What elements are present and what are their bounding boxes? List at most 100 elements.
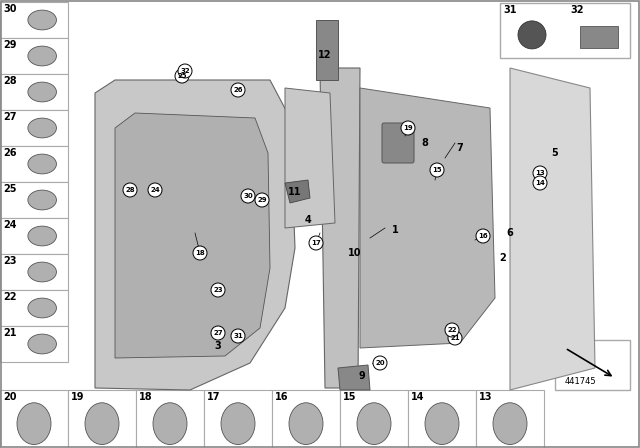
- Text: 21: 21: [3, 328, 17, 338]
- Circle shape: [373, 356, 387, 370]
- Text: 12: 12: [318, 50, 332, 60]
- Text: 4: 4: [305, 215, 312, 225]
- Text: 20: 20: [3, 392, 17, 402]
- Text: 28: 28: [125, 187, 135, 193]
- Text: 15: 15: [432, 167, 442, 173]
- Text: 9: 9: [358, 371, 365, 381]
- Circle shape: [533, 176, 547, 190]
- Bar: [136, 390, 204, 448]
- Text: 2: 2: [500, 253, 506, 263]
- Polygon shape: [360, 88, 495, 348]
- Bar: [272, 390, 340, 448]
- Text: 31: 31: [503, 5, 516, 15]
- Ellipse shape: [357, 403, 391, 444]
- Bar: [0, 110, 68, 146]
- Text: 19: 19: [71, 392, 84, 402]
- Ellipse shape: [28, 262, 56, 282]
- Ellipse shape: [425, 403, 459, 444]
- Text: 27: 27: [3, 112, 17, 122]
- Circle shape: [231, 329, 245, 343]
- Text: 25: 25: [177, 73, 187, 79]
- Bar: [316, 20, 338, 80]
- Polygon shape: [95, 80, 295, 390]
- Text: 19: 19: [403, 125, 413, 131]
- Bar: [204, 390, 272, 448]
- Bar: [0, 146, 68, 182]
- Text: 32: 32: [570, 5, 584, 15]
- Text: 29: 29: [257, 197, 267, 203]
- Text: 1: 1: [392, 225, 398, 235]
- Ellipse shape: [85, 403, 119, 444]
- Bar: [0, 2, 68, 38]
- Ellipse shape: [17, 403, 51, 444]
- Circle shape: [211, 283, 225, 297]
- Bar: [0, 38, 68, 74]
- Circle shape: [255, 193, 269, 207]
- Text: 26: 26: [3, 148, 17, 158]
- Circle shape: [309, 236, 323, 250]
- Polygon shape: [285, 88, 335, 228]
- Bar: [0, 74, 68, 110]
- Ellipse shape: [518, 21, 546, 49]
- Text: 28: 28: [3, 76, 17, 86]
- Bar: [68, 390, 136, 448]
- Text: 24: 24: [150, 187, 160, 193]
- Text: 18: 18: [195, 250, 205, 256]
- Text: 17: 17: [311, 240, 321, 246]
- Ellipse shape: [28, 334, 56, 354]
- Text: 23: 23: [3, 256, 17, 266]
- Bar: [0, 218, 68, 254]
- Text: 29: 29: [3, 40, 17, 50]
- Polygon shape: [510, 68, 595, 390]
- Circle shape: [193, 246, 207, 260]
- Ellipse shape: [28, 10, 56, 30]
- Text: 22: 22: [3, 292, 17, 302]
- Ellipse shape: [28, 298, 56, 318]
- Text: 32: 32: [180, 68, 190, 74]
- Circle shape: [175, 69, 189, 83]
- Text: 22: 22: [447, 327, 457, 333]
- Ellipse shape: [28, 82, 56, 102]
- Text: 26: 26: [233, 87, 243, 93]
- Bar: [580, 26, 618, 48]
- Ellipse shape: [28, 46, 56, 66]
- Text: 16: 16: [275, 392, 289, 402]
- Circle shape: [430, 163, 444, 177]
- Ellipse shape: [493, 403, 527, 444]
- Ellipse shape: [221, 403, 255, 444]
- Circle shape: [533, 166, 547, 180]
- Text: 6: 6: [507, 228, 513, 238]
- Text: 16: 16: [478, 233, 488, 239]
- FancyBboxPatch shape: [382, 123, 414, 163]
- Text: 30: 30: [3, 4, 17, 14]
- Ellipse shape: [28, 118, 56, 138]
- Text: 441745: 441745: [564, 377, 596, 386]
- Text: 25: 25: [3, 184, 17, 194]
- Text: 20: 20: [375, 360, 385, 366]
- Bar: [340, 390, 408, 448]
- Polygon shape: [115, 113, 270, 358]
- Text: 8: 8: [422, 138, 428, 148]
- Text: 3: 3: [214, 341, 221, 351]
- Text: 14: 14: [535, 180, 545, 186]
- Bar: [0, 182, 68, 218]
- Bar: [555, 340, 630, 390]
- Text: 18: 18: [139, 392, 152, 402]
- Bar: [500, 3, 630, 58]
- Polygon shape: [338, 365, 370, 390]
- Circle shape: [231, 83, 245, 97]
- Circle shape: [178, 64, 192, 78]
- Circle shape: [148, 183, 162, 197]
- Ellipse shape: [153, 403, 187, 444]
- Bar: [0, 390, 68, 448]
- Bar: [408, 390, 476, 448]
- Bar: [0, 290, 68, 326]
- Text: 17: 17: [207, 392, 221, 402]
- Ellipse shape: [28, 190, 56, 210]
- Circle shape: [445, 323, 459, 337]
- Text: 7: 7: [456, 143, 463, 153]
- Text: 5: 5: [552, 148, 558, 158]
- Text: 23: 23: [213, 287, 223, 293]
- Ellipse shape: [28, 226, 56, 246]
- Text: 11: 11: [288, 187, 301, 197]
